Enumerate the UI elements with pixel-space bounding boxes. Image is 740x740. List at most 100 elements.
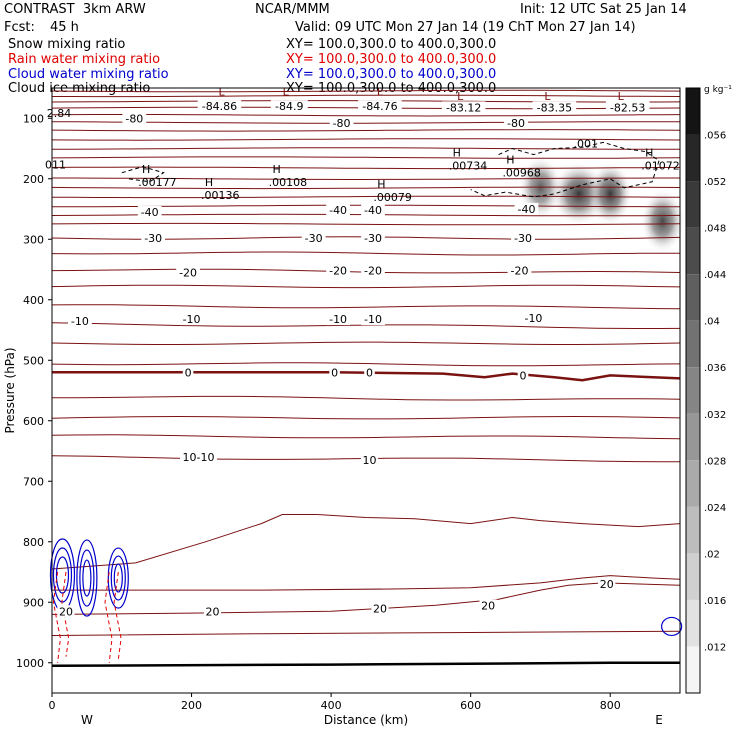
forecast-hour: 45 h (50, 20, 79, 35)
temp-label-22: -10 (183, 313, 201, 326)
cloud-ice-contour-b (121, 166, 165, 183)
isotherm-upper-5 (52, 121, 680, 124)
temp-label-2: -84.76 (362, 100, 397, 113)
colorbar-swatch-3 (686, 227, 700, 275)
colorbar-swatch-9 (686, 506, 700, 554)
temp-label-bg-4 (532, 101, 577, 114)
temp-label-bg-16 (511, 232, 535, 245)
isotherm-upper-6 (51, 129, 681, 132)
colorbar-swatch-1 (686, 134, 700, 182)
isotherm-upper-16 (51, 222, 681, 226)
ground-line (51, 661, 680, 668)
temp-label-24: -10 (364, 313, 382, 326)
temp-label-13: -30 (144, 232, 162, 245)
temp-label-10: -40 (329, 204, 347, 217)
temp-label-bg-19 (361, 264, 385, 277)
max-marker-6: H (645, 146, 653, 159)
forecast-label: Fcst: (4, 20, 35, 35)
isotherm-mid-3 (51, 284, 681, 289)
max-marker-4: H (453, 146, 461, 159)
temp-label-bg-35 (203, 605, 222, 618)
contour-pbl (51, 514, 681, 570)
temp-label-27: 0 (331, 366, 338, 379)
temp-label-15: -30 (364, 232, 382, 245)
misc-label-1: 011 (45, 158, 66, 171)
temp-label-bg-10 (326, 204, 350, 217)
cloud-water-contour-c2 (113, 563, 123, 593)
isotherm-mid-4 (51, 304, 681, 310)
misc-label-0: 2.84 (47, 107, 72, 120)
isotherm-mid-6 (51, 341, 681, 345)
colorbar-swatch-11 (686, 599, 700, 647)
isotherm-upper-10 (51, 166, 681, 170)
colorbar-tick-5: .036 (704, 363, 726, 374)
temp-label-bg-12 (514, 203, 539, 215)
ytick-label-9: 1000 (16, 657, 44, 670)
temp-label-bg-11 (361, 204, 385, 217)
isotherm-upper-4 (51, 114, 681, 117)
isotherm-zero (52, 371, 681, 382)
temp-label-bg-5 (605, 101, 650, 114)
temp-label-0: -84.86 (202, 100, 237, 113)
temp-label-bg-26 (182, 366, 194, 379)
max-marker-3: H (377, 178, 385, 191)
colorbar-tick-7: .028 (704, 456, 726, 467)
temp-label-36: 20 (59, 605, 73, 618)
min-marker-2: L (377, 85, 384, 98)
colorbar-unit: g kg⁻¹ (704, 85, 732, 95)
cloud-water-contour-b2 (82, 559, 92, 597)
temp-label-12: -40 (518, 203, 536, 216)
colorbar-swatch-10 (686, 553, 700, 600)
temp-label-bg-30 (180, 451, 218, 464)
xtick-label-3: 600 (460, 699, 481, 712)
temp-label-bg-29 (517, 369, 529, 382)
rain-contour-3 (113, 571, 122, 660)
temp-label-21: -10 (71, 315, 89, 328)
colorbar-swatch-6 (686, 367, 700, 414)
east-label: E (655, 713, 663, 727)
colorbar-tick-8: .024 (704, 503, 726, 514)
temp-label-bg-2 (358, 100, 402, 113)
isotherm-upper-9 (51, 156, 681, 159)
isotherm-upper-13 (51, 195, 681, 199)
temp-label-26: 0 (185, 366, 192, 379)
snow-shading-2 (640, 189, 685, 254)
temp-label-31: 10 (362, 454, 376, 467)
legend-cloud-water-label: Cloud water mixing ratio (8, 67, 169, 82)
ytick-label-0: 100 (23, 112, 44, 125)
colorbar-tick-10: .016 (704, 596, 726, 607)
max-value-5: .00968 (502, 167, 541, 180)
temp-label-20: -20 (511, 265, 529, 278)
colorbar-tick-6: .032 (704, 410, 726, 421)
max-marker-2: H (273, 163, 281, 176)
colorbar-swatch-4 (686, 274, 700, 321)
model-title: CONTRAST 3km ARW (4, 2, 146, 17)
temp-label-bg-33 (479, 599, 497, 612)
isotherm-upper-11 (52, 177, 680, 180)
init-time: Init: 12 UTC Sat 25 Jan 14 (520, 2, 687, 17)
xtick-label-2: 400 (321, 699, 342, 712)
temp-label-18: -20 (329, 265, 347, 278)
contour-lower-a (52, 575, 681, 591)
temp-label-bg-13 (141, 232, 166, 245)
temp-label-1: -84.9 (275, 100, 303, 113)
temp-label-25: -10 (524, 312, 542, 325)
colorbar-frame (685, 87, 701, 694)
temp-label-bg-18 (326, 264, 350, 277)
isotherm-upper-12 (51, 186, 681, 190)
temp-label-bg-36 (57, 605, 75, 618)
temp-label-bg-8 (504, 117, 528, 130)
min-marker-1: L (283, 85, 290, 98)
max-value-2: .00108 (269, 176, 308, 189)
contour-near-surface (51, 630, 681, 636)
max-value-4: .00734 (449, 159, 488, 172)
ytick-label-1: 200 (23, 173, 44, 186)
legend-rain-xy: XY= 100.0,300.0 to 400.0,300.0 (286, 52, 497, 67)
colorbar-tick-0: .056 (704, 131, 726, 142)
temp-label-3: -83.12 (446, 101, 481, 114)
misc-label-2: .001 (574, 137, 599, 150)
isotherm-mid-1 (51, 251, 680, 256)
temp-label-bg-28 (364, 366, 375, 379)
